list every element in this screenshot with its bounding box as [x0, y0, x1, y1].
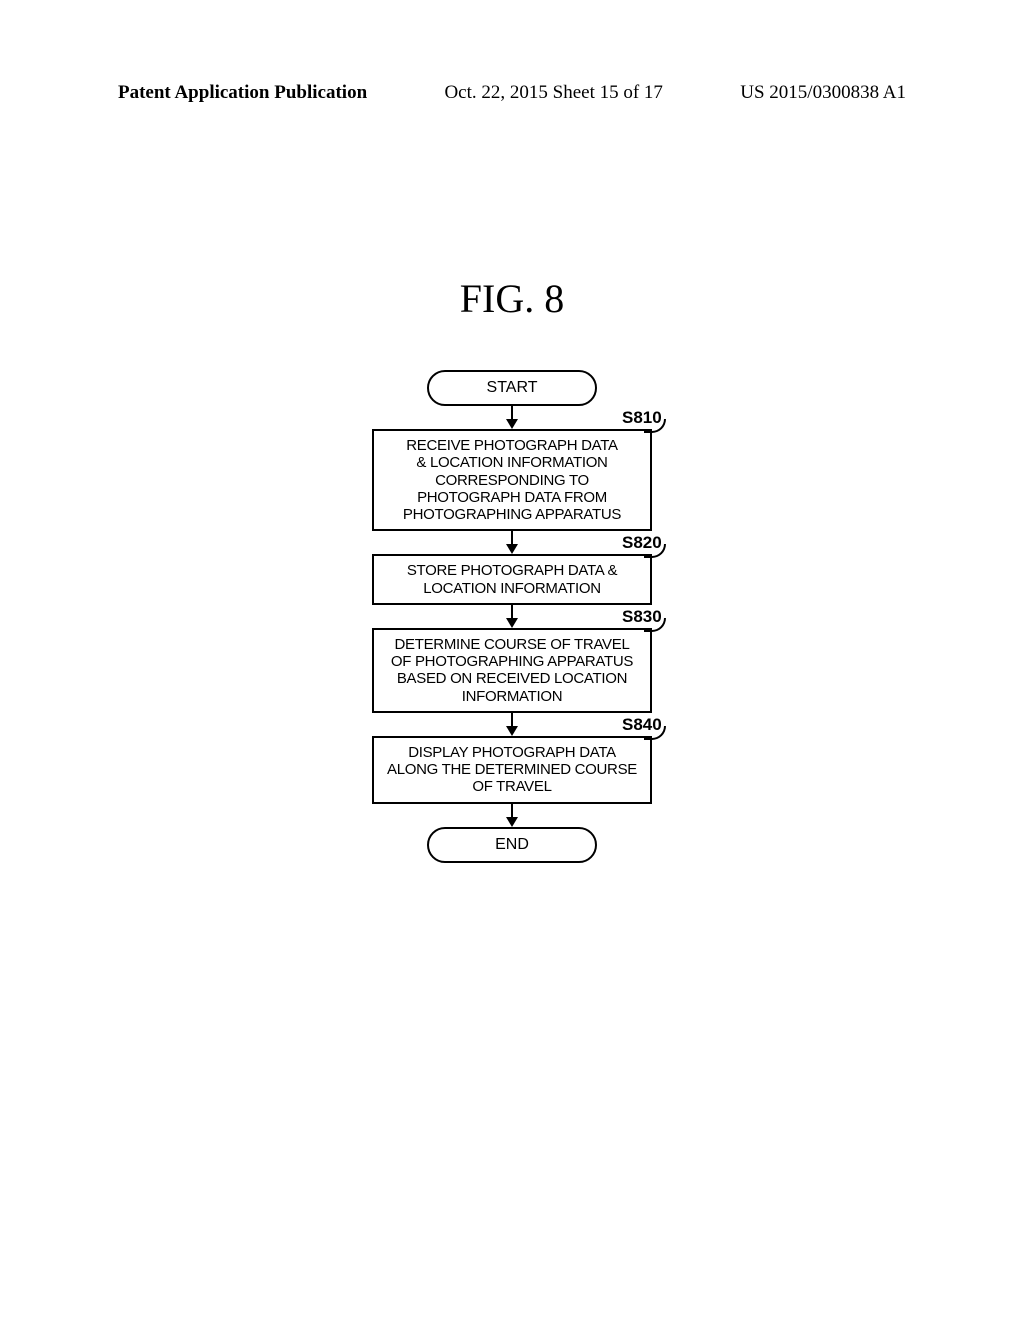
header-right: US 2015/0300838 A1: [740, 82, 906, 104]
process-s810: RECEIVE PHOTOGRAPH DATA & LOCATION INFOR…: [372, 429, 652, 531]
arrow-line: [511, 605, 513, 619]
process-text: DISPLAY PHOTOGRAPH DATA ALONG THE DETERM…: [387, 744, 637, 796]
flowchart: START S810 RECEIVE PHOTOGRAPH DATA & LOC…: [342, 370, 682, 863]
end-label: END: [495, 836, 529, 854]
arrow-head-icon: [506, 419, 518, 429]
process-s840: DISPLAY PHOTOGRAPH DATA ALONG THE DETERM…: [372, 736, 652, 804]
arrow-line: [511, 406, 513, 420]
label-tick: [644, 419, 666, 433]
end-terminator: END: [427, 827, 597, 863]
process-s830: DETERMINE COURSE OF TRAVEL OF PHOTOGRAPH…: [372, 628, 652, 713]
process-text: STORE PHOTOGRAPH DATA & LOCATION INFORMA…: [407, 562, 617, 596]
label-tick: [644, 618, 666, 632]
page-header: Patent Application Publication Oct. 22, …: [0, 82, 1024, 104]
arrow-line: [511, 804, 513, 818]
header-left: Patent Application Publication: [118, 82, 367, 104]
arrow-line: [511, 531, 513, 545]
label-tick: [644, 726, 666, 740]
arrow-head-icon: [506, 817, 518, 827]
figure-title: FIG. 8: [0, 275, 1024, 322]
start-terminator: START: [427, 370, 597, 406]
arrow-head-icon: [506, 726, 518, 736]
arrow-head-icon: [506, 544, 518, 554]
arrow-head-icon: [506, 618, 518, 628]
arrow-line: [511, 713, 513, 727]
start-label: START: [487, 379, 538, 397]
process-s820: STORE PHOTOGRAPH DATA & LOCATION INFORMA…: [372, 554, 652, 605]
page: Patent Application Publication Oct. 22, …: [0, 0, 1024, 1320]
header-center: Oct. 22, 2015 Sheet 15 of 17: [444, 82, 662, 104]
label-tick: [644, 544, 666, 558]
process-text: RECEIVE PHOTOGRAPH DATA & LOCATION INFOR…: [403, 437, 621, 523]
process-text: DETERMINE COURSE OF TRAVEL OF PHOTOGRAPH…: [391, 636, 633, 705]
